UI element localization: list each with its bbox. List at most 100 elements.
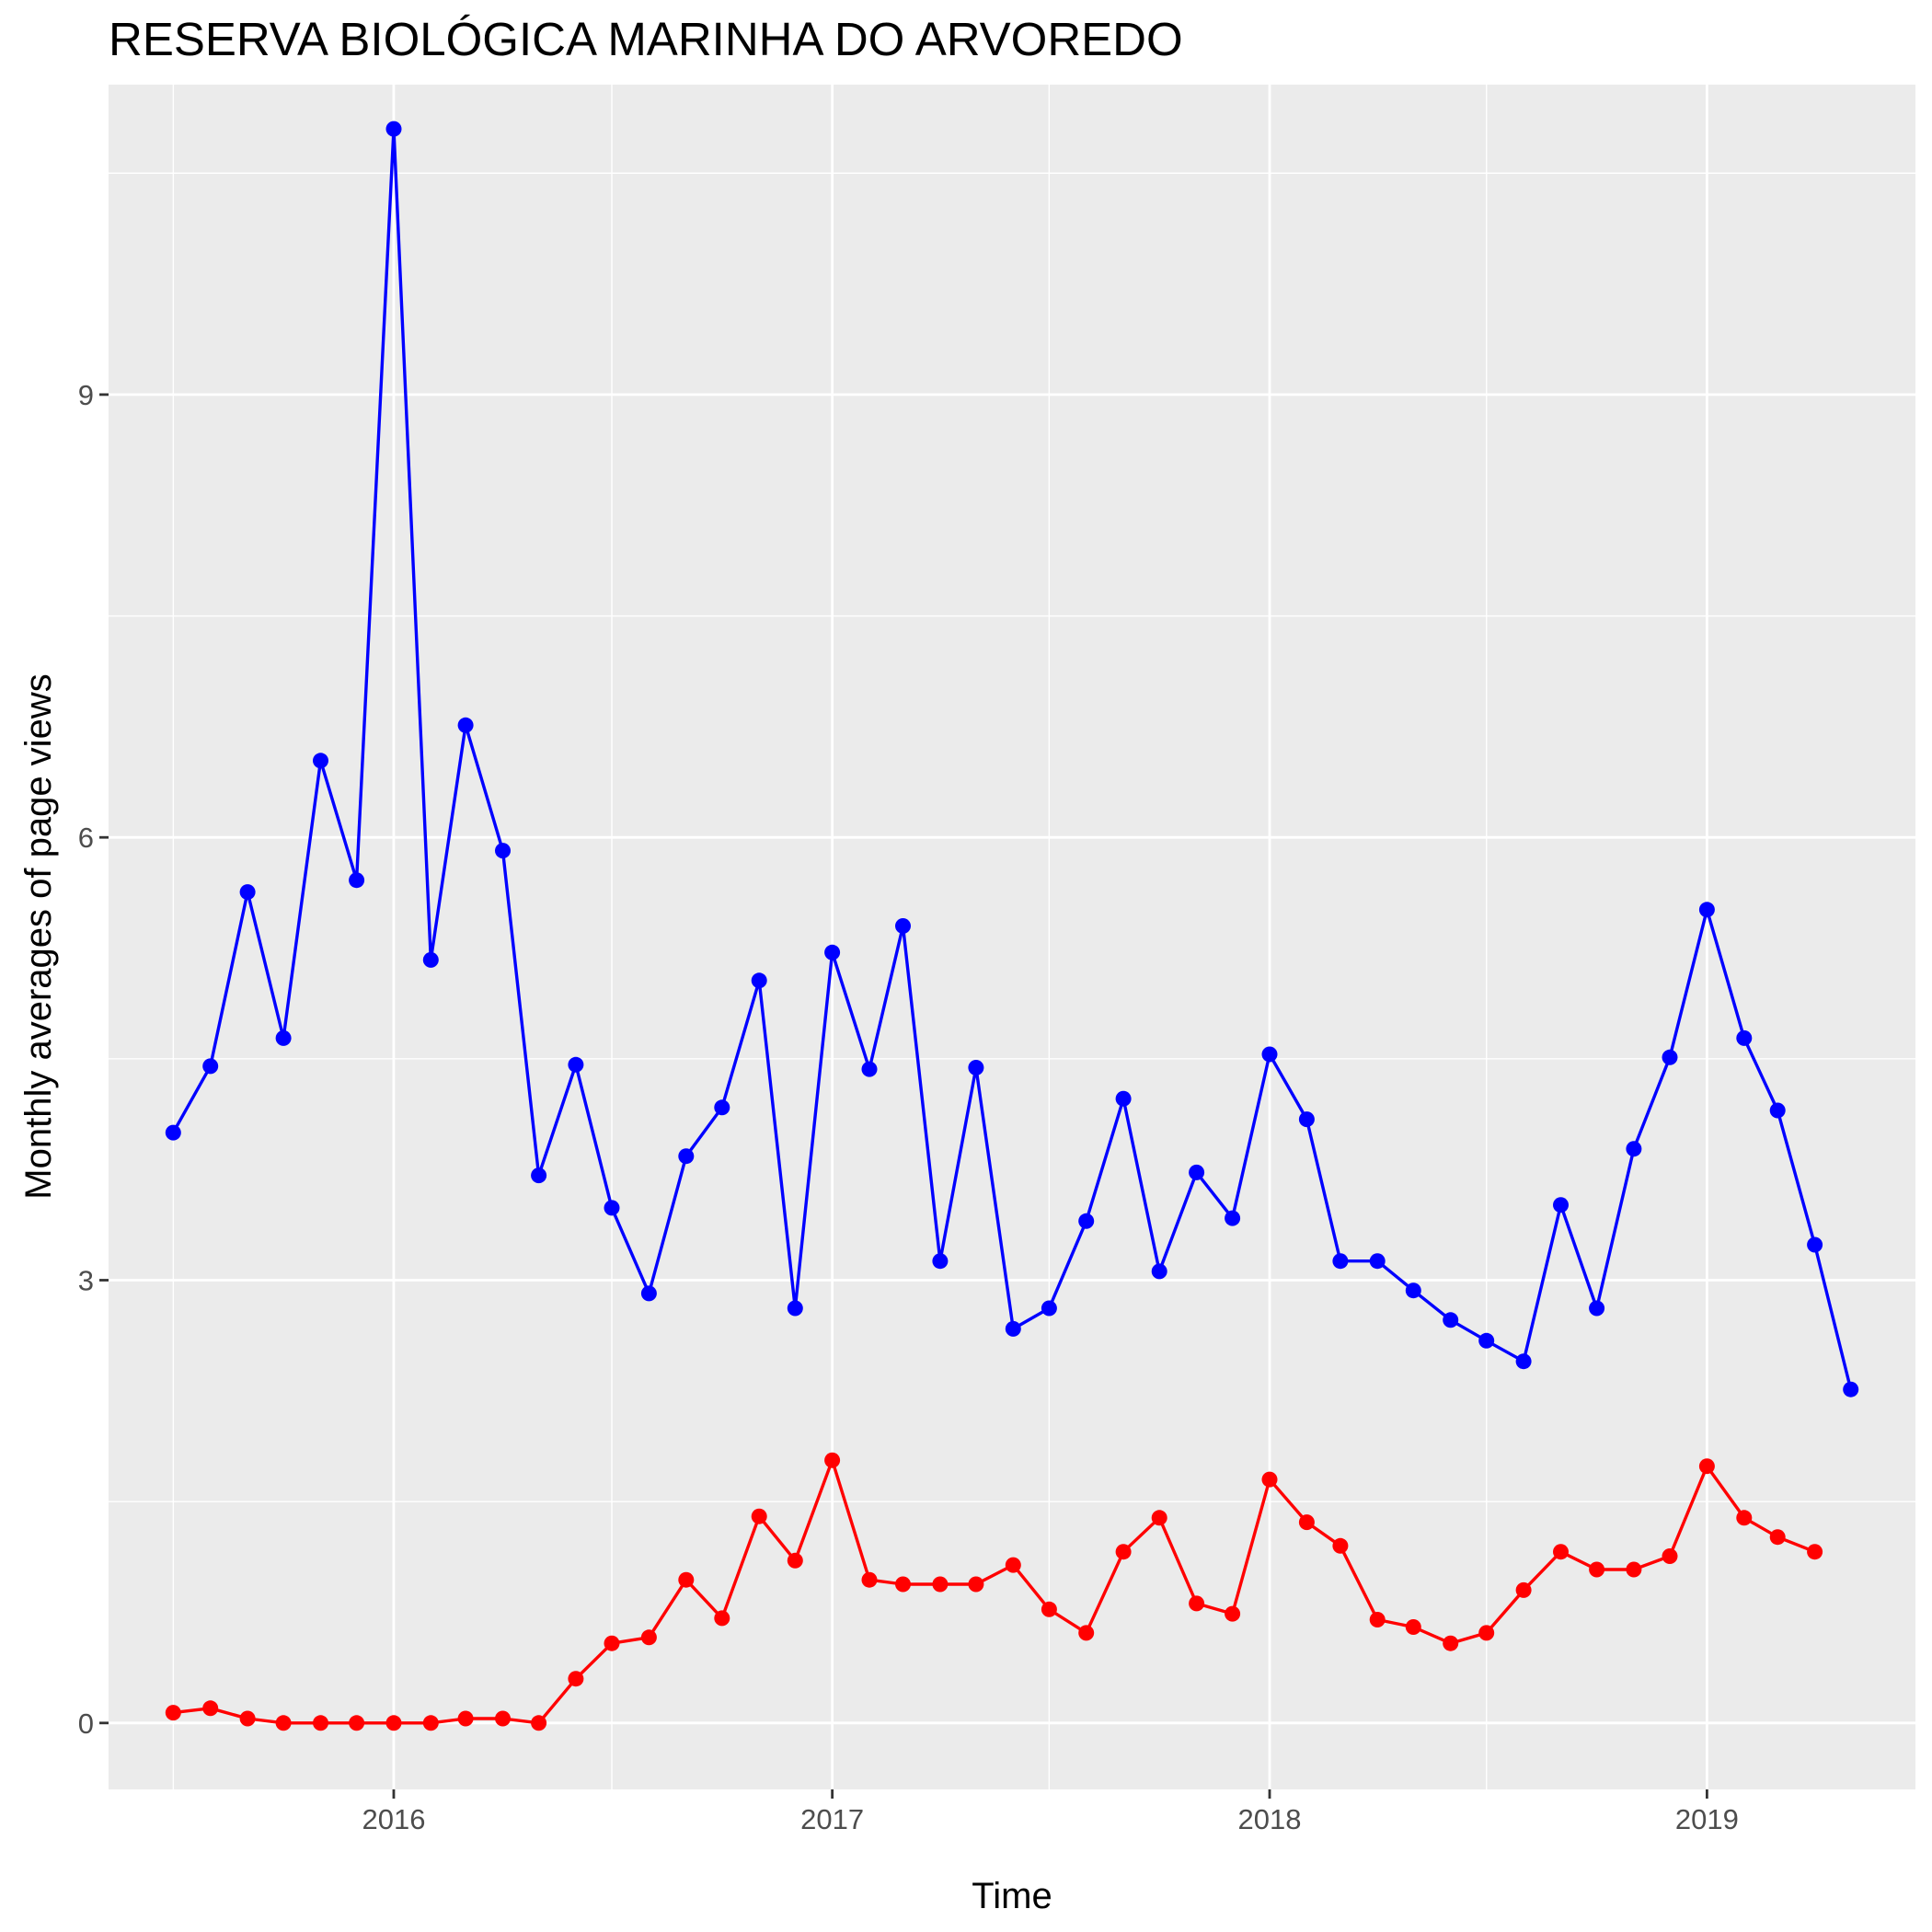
data-point	[1443, 1312, 1459, 1328]
data-point	[1515, 1581, 1532, 1598]
data-point	[349, 872, 365, 889]
data-point	[457, 717, 474, 733]
data-point	[1298, 1514, 1315, 1531]
data-point	[165, 1124, 181, 1141]
data-point	[202, 1700, 219, 1717]
data-point	[1698, 902, 1715, 918]
chart-title: RESERVA BIOLÓGICA MARINHA DO ARVOREDO	[109, 13, 1183, 65]
data-point	[1332, 1537, 1349, 1554]
data-point	[1405, 1282, 1421, 1299]
data-point	[1769, 1529, 1786, 1546]
data-point	[1041, 1601, 1057, 1617]
data-point	[202, 1058, 219, 1075]
data-point	[1478, 1625, 1495, 1641]
data-point	[1698, 1458, 1715, 1475]
data-point	[349, 1715, 365, 1731]
major-gridlines	[109, 85, 1915, 1789]
data-point	[422, 1715, 439, 1731]
data-point	[1736, 1510, 1753, 1526]
data-point	[313, 753, 328, 769]
data-point	[385, 1715, 402, 1731]
data-point	[1115, 1544, 1132, 1560]
data-point	[1515, 1353, 1532, 1370]
x-tick-label-2019: 2019	[1675, 1803, 1739, 1835]
data-point	[1807, 1236, 1823, 1253]
data-point	[385, 121, 402, 137]
data-point	[751, 972, 767, 989]
data-point	[1078, 1625, 1095, 1641]
data-point	[239, 884, 256, 901]
data-point	[1041, 1300, 1057, 1317]
data-point	[1078, 1213, 1095, 1229]
data-point	[495, 1710, 511, 1727]
data-point	[1115, 1090, 1132, 1107]
x-tick-labels: 2016 2017 2018 2019	[362, 1803, 1738, 1835]
data-point	[1589, 1300, 1605, 1317]
data-point	[968, 1060, 984, 1075]
series-line	[173, 1458, 1816, 1725]
y-tick-label-9: 9	[78, 379, 94, 411]
data-point	[824, 944, 841, 960]
data-point	[714, 1610, 730, 1627]
data-point	[457, 1710, 474, 1727]
data-point	[932, 1253, 949, 1270]
data-point	[1843, 1381, 1859, 1397]
data-point	[239, 1710, 256, 1727]
plot-panel	[109, 85, 1915, 1789]
data-point	[313, 1715, 328, 1731]
data-point	[275, 1029, 292, 1046]
data-point	[861, 1571, 878, 1588]
data-point	[1225, 1605, 1241, 1622]
data-point	[495, 843, 511, 859]
data-point	[1769, 1102, 1786, 1119]
x-axis-title: Time	[972, 1876, 1052, 1916]
data-point	[1589, 1561, 1605, 1578]
data-point	[1332, 1253, 1349, 1270]
data-point	[1807, 1544, 1823, 1560]
y-axis-title: Monthly averages of page views	[18, 673, 59, 1199]
data-point	[604, 1635, 620, 1651]
data-point	[1662, 1548, 1678, 1564]
data-point	[1626, 1141, 1642, 1157]
data-point	[1405, 1619, 1421, 1635]
y-tick-label-6: 6	[78, 822, 94, 854]
x-tick-label-2018: 2018	[1238, 1803, 1302, 1835]
data-point	[531, 1167, 547, 1184]
data-point	[422, 951, 439, 968]
data-point	[895, 918, 911, 934]
data-point	[787, 1300, 803, 1317]
data-point	[1189, 1164, 1205, 1180]
data-point	[1369, 1612, 1386, 1627]
data-point	[165, 1705, 181, 1721]
data-point	[1298, 1111, 1315, 1128]
data-point	[568, 1671, 584, 1687]
data-point	[1553, 1197, 1569, 1213]
data-point	[1662, 1049, 1678, 1065]
data-point	[1005, 1557, 1021, 1573]
data-point	[1443, 1635, 1459, 1651]
data-point	[1005, 1320, 1021, 1337]
data-point	[1626, 1561, 1642, 1578]
data-point	[640, 1285, 657, 1302]
data-point	[751, 1508, 767, 1524]
series-2	[165, 1452, 1823, 1731]
data-point	[861, 1061, 878, 1077]
data-point	[714, 1099, 730, 1116]
axis-ticks	[99, 393, 1708, 1799]
x-tick-label-2016: 2016	[362, 1803, 425, 1835]
y-tick-label-3: 3	[78, 1265, 94, 1297]
data-point	[678, 1571, 695, 1588]
y-tick-labels: 0 3 6 9	[78, 379, 94, 1740]
data-point	[932, 1576, 949, 1593]
data-point	[1736, 1029, 1753, 1046]
data-point	[1478, 1332, 1495, 1349]
data-point	[568, 1056, 584, 1073]
data-point	[1261, 1471, 1278, 1488]
x-tick-label-2017: 2017	[800, 1803, 864, 1835]
data-point	[1151, 1263, 1167, 1280]
data-point	[787, 1552, 803, 1569]
data-point	[1553, 1544, 1569, 1560]
minor-gridlines	[109, 85, 1915, 1789]
data-point	[1151, 1510, 1167, 1526]
